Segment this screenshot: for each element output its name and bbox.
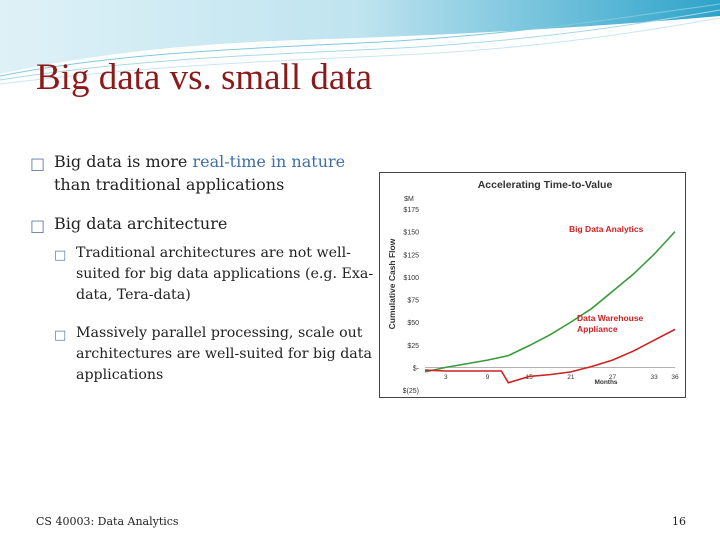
x-tick-label: 21 xyxy=(567,374,575,381)
y-tick-label: $(25) xyxy=(403,388,419,395)
y-tick-label: $50 xyxy=(407,320,419,327)
sub-bullet-marker-icon: □ xyxy=(54,328,67,343)
footer-course: CS 40003: Data Analytics xyxy=(36,515,179,528)
bullet-architecture: □ Big data architecture □ Traditional ar… xyxy=(30,212,375,386)
bullet-marker-icon: □ xyxy=(30,154,46,173)
y-tick-label: $150 xyxy=(403,230,419,237)
sub-bullet-mpp: □ Massively parallel processing, scale o… xyxy=(54,323,375,386)
y-tick-labels: $175 $150 $125 $100 $75 $50 $25 $- $(25) xyxy=(403,207,420,395)
x-tick-label: 36 xyxy=(671,374,679,381)
y-axis-label: Cumulative Cash Flow xyxy=(387,238,397,329)
chart-title: Accelerating Time-to-Value xyxy=(478,179,613,191)
bullet-marker-icon: □ xyxy=(30,216,46,235)
y-tick-label: $175 xyxy=(403,207,419,214)
page-number: 16 xyxy=(672,515,686,528)
x-tick-label: 9 xyxy=(486,374,490,381)
x-tick-label: 3 xyxy=(444,374,448,381)
bullet-text: than traditional applications xyxy=(54,175,285,194)
sub-bullet-text: Massively parallel processing, scale out… xyxy=(76,325,372,383)
y-unit-label: $M xyxy=(404,196,414,203)
x-tick-labels: 3 9 15 21 27 33 36 xyxy=(444,374,679,381)
x-axis-label: Months xyxy=(594,379,617,386)
bullet-list: □ Big data is more real-time in nature t… xyxy=(30,150,375,403)
y-tick-label: $100 xyxy=(403,275,419,282)
slide-title: Big data vs. small data xyxy=(36,57,373,98)
series-label-data-warehouse: Data Warehouse Appliance xyxy=(577,313,644,334)
series-label-big-data: Big Data Analytics xyxy=(569,224,644,234)
x-tick-label: 33 xyxy=(651,374,659,381)
data-warehouse-line xyxy=(424,328,676,384)
chart-frame xyxy=(379,172,686,398)
sub-bullet-traditional: □ Traditional architectures are not well… xyxy=(54,243,375,306)
y-tick-label: $25 xyxy=(407,343,419,350)
big-data-analytics-line xyxy=(424,231,676,373)
header-wave-decoration xyxy=(0,0,720,85)
sub-bullet-marker-icon: □ xyxy=(54,248,67,263)
x-tick-label: 27 xyxy=(609,374,617,381)
series-label-line: Data Warehouse xyxy=(577,313,644,323)
y-tick-label: $- xyxy=(413,365,420,372)
bullet-realtime: □ Big data is more real-time in nature t… xyxy=(30,150,375,196)
bullet-highlight: real-time in nature xyxy=(192,152,346,171)
bullet-text: Big data is more xyxy=(54,152,193,171)
bullet-text: Big data architecture xyxy=(54,214,228,233)
y-tick-label: $75 xyxy=(407,298,419,305)
sub-bullet-text: Traditional architectures are not well-s… xyxy=(76,245,374,303)
time-to-value-chart: Accelerating Time-to-Value $M Cumulative… xyxy=(379,172,686,398)
y-tick-label: $125 xyxy=(403,252,419,259)
series-label-line: Appliance xyxy=(577,324,618,334)
x-tick-label: 15 xyxy=(526,374,534,381)
